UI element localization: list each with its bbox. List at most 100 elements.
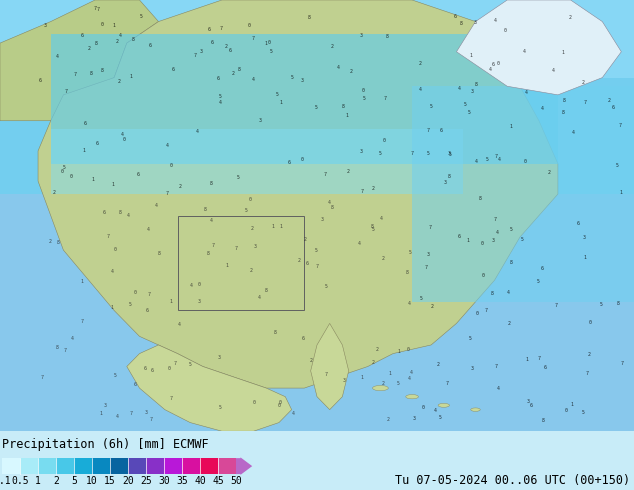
Text: 8: 8: [475, 82, 478, 87]
Text: 6: 6: [103, 211, 106, 216]
Text: 3: 3: [470, 366, 474, 371]
Text: 20: 20: [122, 476, 134, 486]
Text: 8: 8: [274, 330, 277, 335]
Text: 6: 6: [81, 33, 84, 38]
Text: 2: 2: [331, 44, 334, 49]
Text: 5: 5: [139, 14, 143, 20]
Text: 5: 5: [449, 152, 451, 157]
Text: 7: 7: [63, 348, 66, 353]
Text: 5: 5: [427, 151, 430, 156]
Text: 4: 4: [408, 376, 411, 381]
Text: 0: 0: [382, 138, 385, 143]
Text: 6: 6: [306, 261, 309, 266]
Text: 5: 5: [486, 157, 489, 162]
Text: 7: 7: [316, 264, 319, 270]
Text: 8: 8: [479, 196, 481, 201]
Text: 2: 2: [53, 191, 55, 196]
Text: 1: 1: [389, 370, 391, 375]
Text: 8: 8: [448, 173, 451, 179]
Text: 7: 7: [251, 36, 254, 42]
Text: 6: 6: [440, 128, 443, 133]
Text: 0: 0: [248, 24, 250, 28]
Text: 5: 5: [430, 104, 432, 109]
Text: 4: 4: [552, 68, 555, 73]
Text: 4: 4: [474, 159, 477, 164]
Text: 8: 8: [119, 210, 122, 215]
Text: 7: 7: [493, 218, 496, 222]
Text: 5: 5: [581, 410, 585, 415]
Text: 8: 8: [307, 15, 310, 20]
Text: 4: 4: [522, 49, 526, 54]
Text: 4: 4: [119, 32, 121, 38]
Text: 8: 8: [617, 301, 620, 306]
Text: 1: 1: [398, 349, 400, 354]
Ellipse shape: [438, 403, 450, 407]
Text: 5: 5: [237, 175, 240, 180]
FancyArrow shape: [236, 457, 252, 475]
Text: 2: 2: [419, 61, 422, 66]
Text: 5: 5: [463, 102, 467, 107]
Polygon shape: [456, 0, 621, 95]
Ellipse shape: [406, 394, 418, 399]
Text: 0: 0: [565, 408, 567, 413]
Text: 4: 4: [541, 106, 543, 111]
Text: 6: 6: [84, 121, 87, 126]
Text: 2: 2: [382, 381, 385, 386]
Text: 4: 4: [358, 242, 360, 246]
Text: 6: 6: [39, 78, 42, 83]
Text: 7: 7: [495, 365, 498, 369]
Text: 5: 5: [600, 301, 603, 307]
Text: 5: 5: [521, 237, 524, 242]
Text: 6: 6: [491, 62, 495, 67]
Text: 3: 3: [360, 32, 363, 38]
Bar: [0, 0, 634, 194]
Text: 30: 30: [158, 476, 170, 486]
Text: 5: 5: [439, 415, 442, 420]
Text: 45: 45: [212, 476, 224, 486]
Text: 8: 8: [238, 67, 240, 72]
Text: 7: 7: [427, 128, 429, 133]
Text: 0: 0: [70, 174, 73, 179]
Text: 7: 7: [73, 72, 76, 76]
Text: 7: 7: [41, 375, 44, 380]
Text: 8: 8: [265, 289, 268, 294]
Text: 0: 0: [496, 61, 499, 66]
Text: 5: 5: [219, 94, 222, 99]
Bar: [218, 458, 236, 474]
Text: 4: 4: [328, 200, 330, 205]
Text: 7: 7: [538, 356, 540, 361]
Text: 4: 4: [497, 386, 500, 391]
Text: 0: 0: [252, 400, 256, 405]
Text: 5: 5: [362, 96, 365, 100]
Text: 7: 7: [621, 362, 623, 367]
Text: 0: 0: [61, 169, 64, 174]
Text: 7: 7: [325, 372, 328, 377]
Text: 7: 7: [65, 89, 67, 94]
Text: 4: 4: [178, 322, 181, 327]
Text: 2: 2: [581, 79, 584, 85]
Text: 1: 1: [81, 278, 84, 284]
Text: 4: 4: [257, 295, 260, 300]
Text: 5: 5: [396, 381, 399, 386]
Text: 3: 3: [342, 378, 346, 383]
Text: 0: 0: [504, 28, 507, 33]
Text: 2: 2: [375, 347, 378, 352]
Text: 3: 3: [44, 24, 47, 28]
Text: 5: 5: [276, 92, 278, 97]
Text: 6: 6: [145, 308, 148, 313]
Text: Tu 07-05-2024 00..06 UTC (00+150): Tu 07-05-2024 00..06 UTC (00+150): [395, 473, 630, 487]
Text: 5: 5: [291, 75, 294, 80]
Text: 2: 2: [382, 256, 385, 261]
Text: 1: 1: [226, 263, 228, 268]
Text: 1: 1: [99, 411, 102, 416]
Text: 8: 8: [562, 98, 566, 103]
Text: Precipitation (6h) [mm] ECMWF: Precipitation (6h) [mm] ECMWF: [2, 438, 209, 451]
Text: 7: 7: [194, 53, 197, 58]
Text: 7: 7: [81, 319, 83, 324]
Text: 1: 1: [129, 74, 132, 79]
Text: 0.1: 0.1: [0, 476, 11, 486]
Text: 5: 5: [129, 302, 132, 307]
Text: 7: 7: [235, 246, 238, 251]
Text: 2: 2: [372, 186, 374, 191]
Text: 0: 0: [361, 88, 364, 93]
